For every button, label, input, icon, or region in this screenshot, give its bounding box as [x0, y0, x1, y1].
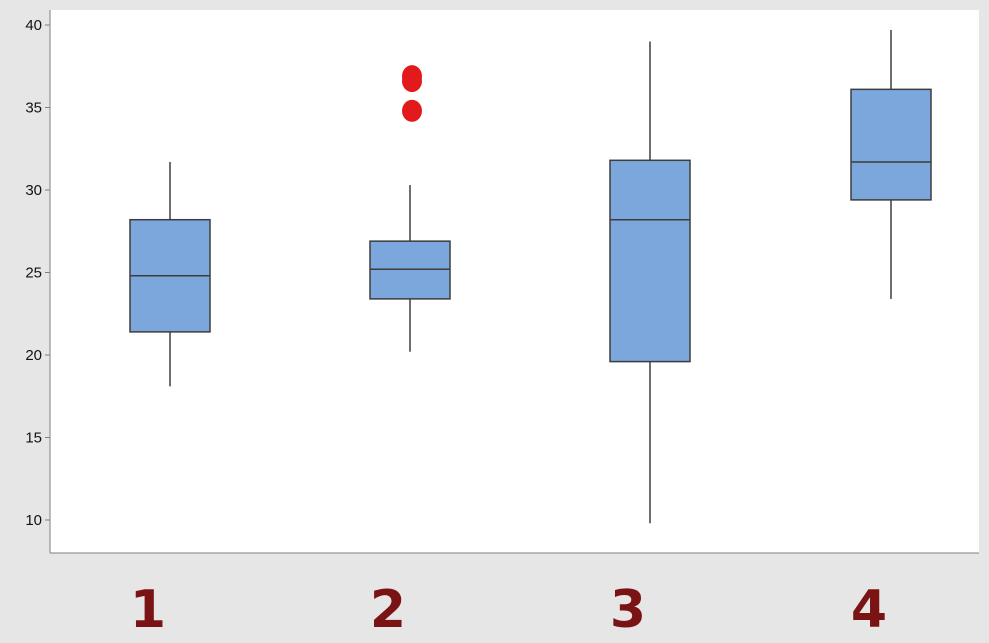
- box-group-3: [609, 41, 691, 524]
- outlier-point: [402, 99, 422, 122]
- box-group-2: [369, 65, 451, 352]
- y-tick-label: 20: [25, 347, 42, 364]
- x-category-label: 1: [130, 580, 166, 640]
- box-group-4: [850, 29, 932, 299]
- y-axis-ticks: 10 15 20 25 30 35 40: [25, 17, 50, 529]
- x-category-label: 3: [610, 580, 646, 640]
- y-tick-label: 35: [25, 100, 42, 117]
- y-tick-label: 15: [25, 430, 42, 447]
- y-tick-label: 25: [25, 265, 42, 282]
- box-series: [129, 29, 932, 524]
- box-iqr: [609, 159, 691, 363]
- box-group-1: [129, 161, 211, 387]
- box-iqr: [369, 240, 451, 300]
- y-tick-label: 10: [25, 512, 42, 529]
- x-axis-category-labels: 1 2 3 4: [130, 580, 887, 640]
- box-iqr: [850, 88, 932, 201]
- x-category-label: 2: [370, 580, 406, 640]
- y-tick-label: 30: [25, 182, 42, 199]
- x-category-label: 4: [851, 580, 887, 640]
- outlier-point: [402, 65, 422, 88]
- y-tick-label: 40: [25, 17, 42, 34]
